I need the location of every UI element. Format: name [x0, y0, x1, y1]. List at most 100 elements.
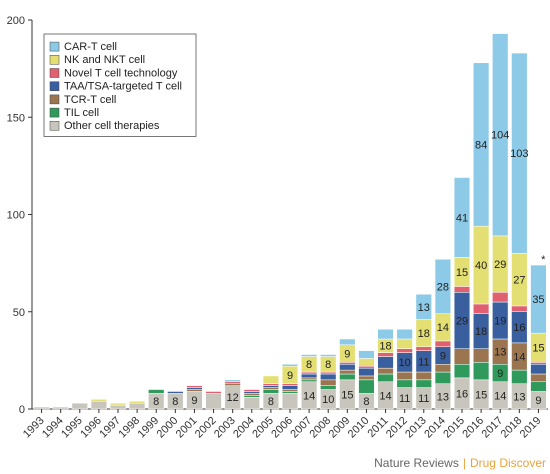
bar-segment: [262, 389, 279, 394]
bar-segment: [396, 329, 413, 340]
bar-segment: [530, 381, 547, 392]
bar-segment: [530, 362, 547, 365]
data-label: 104: [491, 130, 509, 142]
data-label: 11: [418, 393, 429, 405]
bar-segment: [415, 346, 432, 351]
bar-segment: [243, 393, 260, 396]
bar-segment: [281, 391, 299, 394]
bar-segment: [90, 400, 107, 410]
data-label: 10: [322, 394, 334, 406]
y-tick-label: 0: [19, 404, 25, 416]
data-label: 41: [456, 212, 468, 224]
legend-label: TCR-T cell: [64, 94, 116, 106]
bar-segment: [320, 385, 337, 390]
y-tick-label: 150: [7, 112, 25, 124]
legend-swatch: [49, 55, 60, 65]
data-label: 29: [494, 259, 506, 271]
bar-segment: [281, 385, 299, 390]
bar-segment: [396, 338, 413, 349]
bar-segment: [281, 389, 299, 392]
bar-segment: [377, 356, 394, 369]
bar-segment: [453, 348, 471, 365]
x-tick-label: 2012: [384, 415, 410, 441]
bar-segment: [434, 258, 451, 314]
bar-segment: [358, 365, 375, 369]
x-tick-label: 1993: [21, 415, 47, 441]
data-label: 14: [379, 390, 391, 402]
bar-segment: [511, 305, 528, 313]
bar-segment: [224, 381, 241, 384]
data-label: 14: [437, 322, 449, 334]
x-tick-label: 2013: [403, 415, 429, 441]
data-label: 14: [494, 390, 506, 402]
bar-segment: [396, 371, 413, 381]
legend-swatch: [49, 41, 60, 52]
data-label: 8: [172, 396, 178, 408]
x-tick-label: 1999: [136, 415, 162, 441]
bar-segment: [415, 371, 432, 381]
bar-segment: [71, 402, 88, 410]
credit-source: Nature Reviews: [374, 456, 459, 470]
bar-segment: [377, 373, 394, 383]
data-label: 40: [475, 260, 487, 272]
credit-journal: Drug Discover: [469, 456, 546, 470]
x-tick-label: 2001: [174, 415, 200, 441]
bar-annotation: *: [541, 254, 546, 266]
bar-segment: [530, 364, 547, 375]
bar-segment: [320, 379, 337, 386]
x-tick-label: 2015: [441, 415, 467, 441]
data-label: 18: [475, 326, 487, 338]
data-label: 9: [344, 348, 350, 360]
legend-label: Novel T cell technology: [64, 67, 178, 79]
bar-segment: [167, 391, 184, 394]
data-label: 14: [513, 351, 525, 363]
bar-segment: [262, 383, 279, 386]
data-label: 9: [191, 395, 197, 407]
bar-segment: [243, 389, 260, 392]
data-label: 8: [325, 359, 331, 371]
legend-label: Other cell therapies: [64, 120, 160, 132]
x-tick-label: 2017: [480, 415, 506, 441]
y-tick-label: 100: [7, 210, 25, 222]
bar-segment: [129, 402, 146, 410]
bar-segment: [473, 303, 490, 314]
bar-segment: [358, 375, 375, 381]
data-label: 103: [510, 148, 528, 160]
bar-segment: [109, 404, 127, 410]
bar-segment: [396, 379, 413, 388]
bar-segment: [109, 402, 127, 406]
bar-segment: [339, 369, 356, 375]
bar-segment: [492, 292, 509, 303]
bar-segment: [186, 389, 203, 392]
bar-segment: [262, 387, 279, 390]
data-label: 9: [287, 370, 293, 382]
data-label: 10: [399, 357, 411, 369]
x-tick-label: 1995: [59, 415, 85, 441]
data-label: 15: [341, 389, 353, 401]
bar-segment: [148, 389, 165, 394]
bar-segment: [377, 329, 394, 340]
data-label: 18: [418, 328, 430, 340]
bar-segment: [339, 338, 356, 346]
bar-segment: [453, 177, 471, 258]
bar-segment: [281, 393, 299, 410]
bar-segment: [224, 379, 241, 383]
x-tick-label: 2014: [422, 415, 448, 441]
data-label: 11: [399, 393, 410, 405]
bar-segment: [377, 367, 394, 375]
bar-segment: [358, 358, 375, 367]
x-tick-label: 2018: [499, 415, 525, 441]
data-label: 29: [456, 315, 468, 327]
bar-segment: [301, 373, 318, 379]
credit-separator: |: [462, 456, 466, 470]
x-tick-label: 2008: [308, 415, 334, 441]
bar-segment: [186, 387, 203, 390]
bar-segment: [453, 364, 471, 379]
bar-segment: [339, 362, 356, 365]
x-tick-label: 1996: [78, 415, 104, 441]
data-label: 27: [513, 275, 525, 287]
bar-segment: [243, 395, 260, 398]
legend-frame: [43, 33, 197, 137]
x-tick-label: 1998: [116, 415, 142, 441]
x-tick-label: 2009: [327, 415, 353, 441]
